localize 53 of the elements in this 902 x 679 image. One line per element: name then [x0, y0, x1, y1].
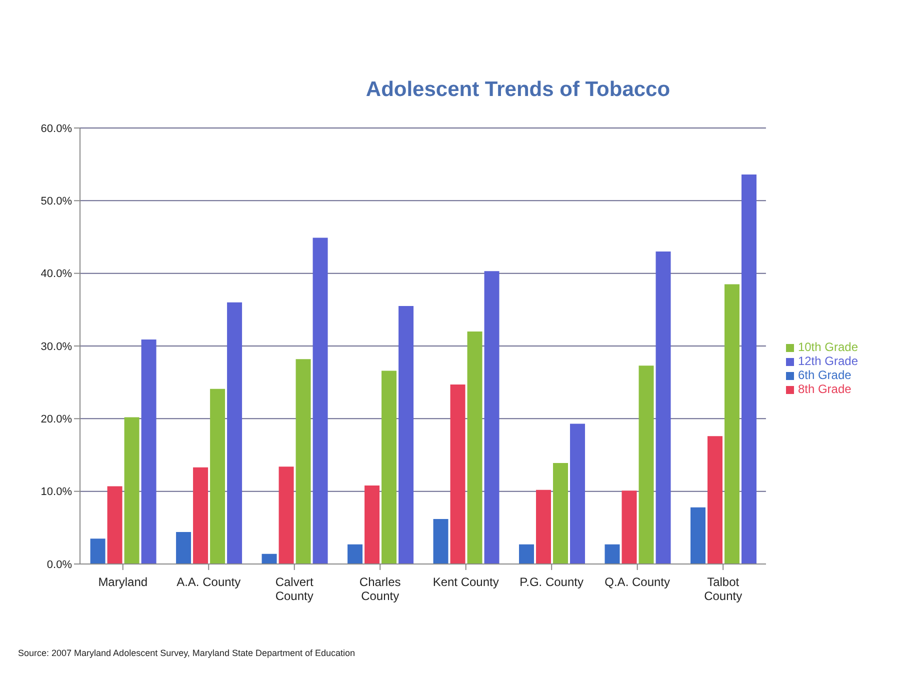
- y-tick-label: 30.0%: [40, 340, 72, 353]
- x-tick-label: Kent County: [432, 575, 499, 589]
- bar: [724, 284, 740, 564]
- bar: [433, 518, 448, 564]
- x-tick-label: Talbot County: [704, 575, 742, 603]
- y-tick-label: 40.0%: [40, 268, 72, 280]
- bar: [210, 388, 226, 564]
- bar: [312, 238, 328, 564]
- bar: [484, 271, 500, 564]
- legend-label: 8th Grade: [798, 382, 852, 396]
- bar: [262, 554, 277, 564]
- bar: [141, 339, 156, 564]
- bar: [742, 174, 756, 564]
- bar: [176, 532, 192, 564]
- bar: [278, 466, 294, 564]
- x-tick-label: Charles County: [359, 575, 401, 603]
- x-tick-label: P.G. County: [520, 575, 584, 589]
- bar: [364, 486, 380, 564]
- x-tick-label: Maryland: [98, 575, 148, 589]
- bar: [90, 538, 106, 564]
- bar: [622, 490, 637, 564]
- legend-label: 12th Grade: [798, 354, 858, 368]
- bar: [536, 490, 552, 564]
- source-note: Source: 2007 Maryland Adolescent Survey, Maryland State Department of Education: [18, 648, 356, 658]
- legend-label: 10th Grade: [798, 340, 858, 354]
- y-tick-label: 20.0%: [40, 414, 72, 426]
- bar: [227, 302, 242, 564]
- y-tick-label: 50.0%: [40, 196, 72, 208]
- bar: [604, 544, 620, 564]
- x-tick-label: A.A. County: [176, 575, 241, 589]
- bar: [296, 359, 311, 564]
- bar: [398, 306, 414, 564]
- x-tick-label: Calvert County: [275, 575, 314, 603]
- bar: [638, 366, 654, 564]
- bar: [348, 544, 363, 564]
- y-tick-label: 10.0%: [40, 486, 72, 498]
- bar: [107, 486, 122, 564]
- bar: [553, 462, 568, 564]
- bar: [519, 544, 534, 564]
- x-tick-label: Q.A. County: [604, 575, 670, 589]
- chart-title: Adolescent Trends of Tobacco: [364, 78, 672, 102]
- bar: [450, 384, 466, 564]
- y-tick-label: 0.0%: [46, 558, 72, 571]
- bar: [570, 424, 586, 564]
- bar: [124, 417, 140, 564]
- bar: [708, 436, 722, 564]
- bar: [656, 252, 671, 564]
- y-tick-label: 60.0%: [40, 122, 72, 135]
- bar: [193, 467, 208, 564]
- bar: [690, 507, 706, 564]
- bar: [467, 331, 482, 564]
- legend-label: 6th Grade: [798, 368, 852, 382]
- bar: [382, 370, 397, 564]
